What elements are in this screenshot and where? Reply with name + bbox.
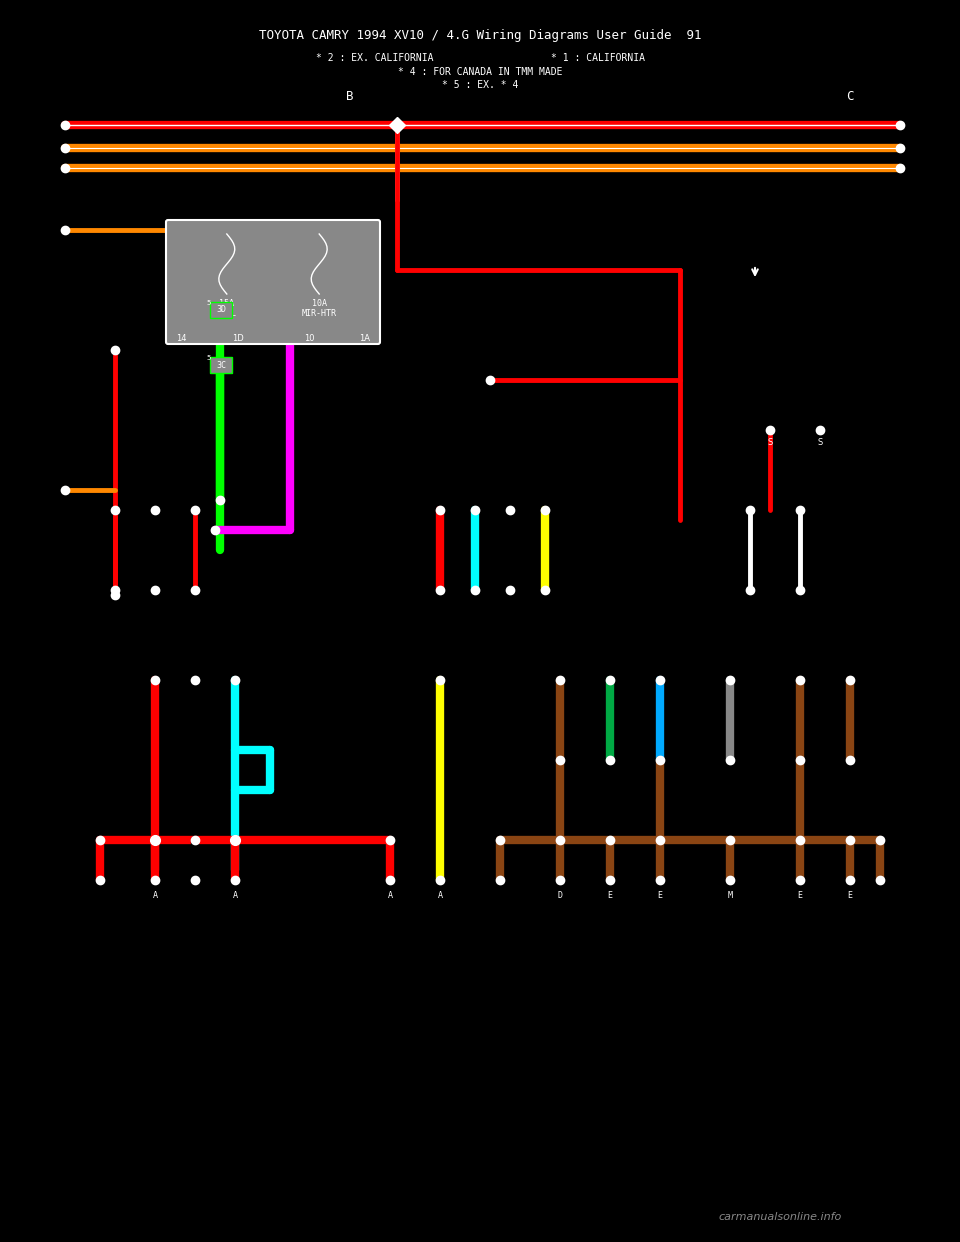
Text: 14: 14 <box>176 334 186 343</box>
Text: * 4 : FOR CANADA IN TMM MADE: * 4 : FOR CANADA IN TMM MADE <box>397 67 563 77</box>
Text: B: B <box>347 89 353 103</box>
Bar <box>0 0 960 106</box>
Text: * 5 : EX. * 4: * 5 : EX. * 4 <box>442 79 518 89</box>
Bar <box>210 302 232 318</box>
Text: 1D: 1D <box>231 334 244 343</box>
Text: 3C: 3C <box>216 360 226 370</box>
Text: 5: 5 <box>206 301 210 306</box>
Text: S: S <box>767 438 773 447</box>
Text: A: A <box>153 891 157 899</box>
Text: A: A <box>232 891 237 899</box>
Text: 3D: 3D <box>216 306 226 314</box>
Text: M: M <box>728 891 732 899</box>
Text: E: E <box>798 891 803 899</box>
Text: C: C <box>847 89 853 103</box>
Text: * 2 : EX. CALIFORNIA                    * 1 : CALIFORNIA: * 2 : EX. CALIFORNIA * 1 : CALIFORNIA <box>316 53 644 63</box>
Text: 10A
MIR-HTR: 10A MIR-HTR <box>301 298 337 318</box>
Text: TOYOTA CAMRY 1994 XV10 / 4.G Wiring Diagrams User Guide  91: TOYOTA CAMRY 1994 XV10 / 4.G Wiring Diag… <box>259 29 701 41</box>
Text: S: S <box>817 438 823 447</box>
Text: 5: 5 <box>206 355 210 361</box>
Text: E: E <box>658 891 662 899</box>
Text: A: A <box>388 891 393 899</box>
Bar <box>210 356 232 373</box>
Text: A: A <box>438 891 443 899</box>
FancyBboxPatch shape <box>166 220 380 344</box>
Text: E: E <box>848 891 852 899</box>
Text: E: E <box>608 891 612 899</box>
Text: 10: 10 <box>304 334 315 343</box>
Text: 1A: 1A <box>359 334 370 343</box>
Text: 15A
TAIL: 15A TAIL <box>217 298 237 318</box>
Text: carmanualsonline.info: carmanualsonline.info <box>718 1212 842 1222</box>
Text: D: D <box>558 891 563 899</box>
